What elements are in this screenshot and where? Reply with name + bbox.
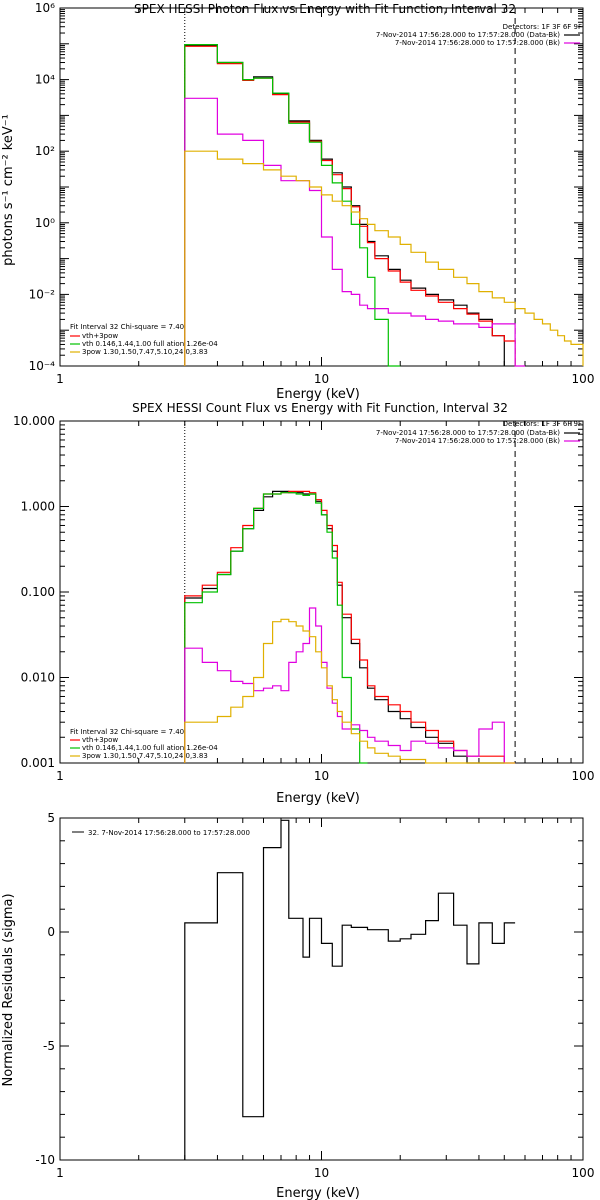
photon-xtick-label: 10 xyxy=(314,372,329,386)
residuals-ytick-label: -10 xyxy=(35,1153,55,1167)
photon-xtick-label: 1 xyxy=(56,372,64,386)
residuals-panel-ylabel: Normalized Residuals (sigma) xyxy=(1,893,16,1086)
photon-info-3pow: 3pow 1.30,1.50,7.47,5.10,24.0,3.83 xyxy=(82,348,208,356)
residuals-ytick-label: -5 xyxy=(43,1039,55,1053)
photon-xtick-label: 100 xyxy=(572,372,595,386)
photon-ytick-label: 10⁶ xyxy=(35,1,55,15)
count-info-vth: vth 0.146,1.44,1.00 full ation 1.26e-04 xyxy=(82,744,218,752)
residuals-panel: Energy (keV) Normalized Residuals (sigma… xyxy=(1,829,360,1200)
count-info-model: vth+3pow xyxy=(82,736,118,744)
photon-ytick-label: 10⁻⁴ xyxy=(29,359,56,373)
count-frame xyxy=(59,420,584,764)
photon-ytick-label: 10² xyxy=(35,144,55,158)
photon-series-2 xyxy=(184,44,401,367)
residuals-frame xyxy=(59,817,584,1161)
count-info-fit: Fit Interval 32 Chi-square = 7.40 xyxy=(70,728,184,736)
count-ytick-label: 0.100 xyxy=(21,585,55,599)
photon-panel-info-right: Detectors: 1F 3F 6F 9F 7-Nov-2014 17:56:… xyxy=(376,23,582,47)
photon-plot: 1 10 100 10⁻⁴ 10⁻² 10⁰ 10² 10⁴ 10⁶ xyxy=(29,1,595,386)
residuals-panel-xlabel: Energy (keV) xyxy=(276,1186,360,1200)
count-info-bk: 7-Nov-2014 17:56:28.000 to 17:57:28.000 … xyxy=(395,437,560,445)
count-panel-xlabel: Energy (keV) xyxy=(276,791,360,806)
count-ytick-label: 0.001 xyxy=(21,756,55,770)
count-xtick-label: 1 xyxy=(56,769,64,783)
photon-series-4 xyxy=(184,150,584,366)
photon-ytick-label: 10⁰ xyxy=(35,216,55,230)
count-series-2 xyxy=(184,492,368,764)
photon-ytick-label: 10⁴ xyxy=(35,73,55,87)
residuals-plot: 1 10 100 -10 -5 0 5 xyxy=(35,811,594,1180)
residuals-ytick-label: 0 xyxy=(47,925,55,939)
photon-ytick-label: 10⁻² xyxy=(29,287,56,301)
photon-panel-xlabel: Energy (keV) xyxy=(276,387,360,402)
photon-series-3 xyxy=(184,97,525,367)
count-plot: 1 10 100 0.001 0.010 0.100 1.000 10.000 xyxy=(13,414,594,783)
count-xtick-label: 100 xyxy=(572,769,595,783)
count-panel-info-left: Fit Interval 32 Chi-square = 7.40 vth+3p… xyxy=(70,728,218,760)
residuals-ytick-label: 5 xyxy=(47,811,55,825)
residuals-xtick-label: 10 xyxy=(314,1166,329,1180)
photon-info-data-bk: 7-Nov-2014 17:56:28.000 to 17:57:28.000 … xyxy=(376,31,560,39)
photon-panel-ylabel: photons s⁻¹ cm⁻² keV⁻¹ xyxy=(1,114,16,266)
residuals-xtick-label: 100 xyxy=(572,1166,595,1180)
count-series-3 xyxy=(184,607,516,764)
photon-flux-panel: SPEX HESSI Photon Flux vs Energy with Fi… xyxy=(1,2,582,402)
photon-panel-info-left: Fit Interval 32 Chi-square = 7.40 vth+3p… xyxy=(70,323,218,356)
count-panel-title: SPEX HESSI Count Flux vs Energy with Fit… xyxy=(132,401,508,415)
photon-info-fit: Fit Interval 32 Chi-square = 7.40 xyxy=(70,323,184,331)
count-flux-panel: SPEX HESSI Count Flux vs Energy with Fit… xyxy=(70,401,582,806)
residuals-legend-text: 32. 7-Nov-2014 17:56:28.000 to 17:57:28.… xyxy=(88,829,250,837)
residuals-series-0 xyxy=(184,819,516,1160)
count-xtick-label: 10 xyxy=(314,769,329,783)
residuals-xtick-label: 1 xyxy=(56,1166,64,1180)
photon-info-bk: 7-Nov-2014 17:56:28.000 to 17:57:28.000 … xyxy=(395,39,560,47)
count-info-data-bk: 7-Nov-2014 17:56:28.000 to 17:57:28.000 … xyxy=(376,429,560,437)
photon-info-vth: vth 0.146,1.44,1.00 full ation 1.26e-04 xyxy=(82,340,218,348)
count-series-4 xyxy=(184,618,516,764)
photon-info-detectors: Detectors: 1F 3F 6F 9F xyxy=(503,23,582,31)
count-ytick-label: 0.010 xyxy=(21,671,55,685)
photon-info-model: vth+3pow xyxy=(82,332,118,340)
photon-panel-title: SPEX HESSI Photon Flux vs Energy with Fi… xyxy=(134,2,516,16)
count-info-3pow: 3pow 1.30,1.50,7.47,5.10,24.0,3.83 xyxy=(82,752,208,760)
count-ytick-label: 1.000 xyxy=(21,500,55,514)
count-ytick-label: 10.000 xyxy=(13,414,55,428)
